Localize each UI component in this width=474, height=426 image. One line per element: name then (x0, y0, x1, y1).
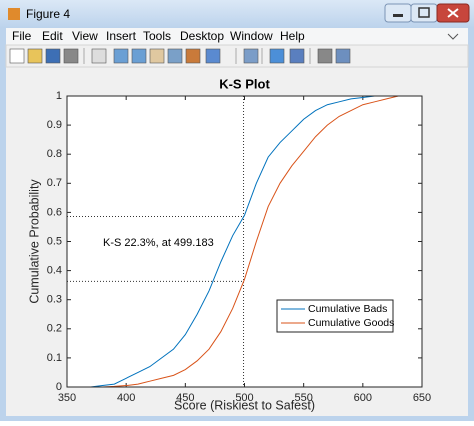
close-icon (447, 8, 459, 18)
y-tick-label: 0.8 (47, 148, 62, 160)
x-tick-label: 650 (413, 392, 431, 404)
y-tick-label: 0.1 (47, 352, 62, 364)
x-axis-label: Score (Riskiest to Safest) (174, 398, 315, 412)
y-tick-label: 0.4 (47, 265, 62, 277)
app-icon (8, 8, 20, 20)
toolbar-button[interactable] (27, 48, 43, 64)
x-tick-label: 400 (117, 392, 135, 404)
axes-background (67, 96, 422, 387)
minimize-icon (393, 14, 403, 17)
menu-item[interactable]: Help (280, 29, 305, 43)
menu-item[interactable]: File (12, 29, 32, 43)
y-tick-label: 0.2 (47, 323, 62, 335)
menu-arrow[interactable] (447, 33, 459, 40)
y-tick-label: 0.7 (47, 177, 62, 189)
x-tick-label: 350 (58, 392, 76, 404)
x-tick-label: 600 (354, 392, 372, 404)
menu-item[interactable]: View (72, 29, 98, 43)
toolbar-button[interactable] (113, 48, 129, 64)
minimize-button[interactable] (384, 3, 412, 23)
toolbar-button[interactable] (63, 48, 79, 64)
toolbar-button[interactable] (91, 48, 107, 64)
toolbar-button[interactable] (205, 48, 221, 64)
axes-box (66, 95, 423, 388)
menu-item[interactable]: Tools (143, 29, 171, 43)
maximize-icon (418, 7, 430, 18)
menu-bar (6, 28, 468, 45)
toolbar-button[interactable] (149, 48, 165, 64)
x-tick-label: 500 (235, 392, 253, 404)
menu-item[interactable]: Insert (106, 29, 137, 43)
toolbar-button[interactable] (9, 48, 25, 64)
series-line (90, 95, 411, 388)
toolbar-button[interactable] (167, 48, 183, 64)
maximize-button[interactable] (410, 3, 438, 23)
toolbar-icons (9, 48, 351, 64)
menu-item[interactable]: Window (230, 29, 273, 43)
legend-box (276, 299, 394, 333)
y-tick-label: 0.3 (47, 294, 62, 306)
y-tick-label: 0.5 (47, 235, 62, 247)
window-title: Figure 4 (26, 7, 70, 21)
toolbar-button[interactable] (289, 48, 305, 64)
y-axis-label: Cumulative Probability (27, 179, 41, 304)
menu-item[interactable]: Desktop (180, 29, 224, 43)
menu-item[interactable]: Edit (42, 29, 63, 43)
y-tick-label: 0 (56, 381, 62, 393)
toolbar-button[interactable] (243, 48, 259, 64)
y-tick-label: 0.6 (47, 206, 62, 218)
y-tick-label: 1 (56, 90, 62, 102)
toolbar-button[interactable] (317, 48, 333, 64)
toolbar-button[interactable] (335, 48, 351, 64)
legend-label: Cumulative Bads (308, 303, 387, 315)
toolbar-button[interactable] (269, 48, 285, 64)
y-tick-label: 0.9 (47, 119, 62, 131)
chart-title: K-S Plot (219, 76, 270, 91)
annotation: K-S 22.3%, at 499.183 (103, 237, 214, 249)
toolbar-button[interactable] (131, 48, 147, 64)
legend-label: Cumulative Goods (308, 317, 394, 329)
x-tick-label: 450 (176, 392, 194, 404)
toolbar-button[interactable] (45, 48, 61, 64)
toolbar-button[interactable] (185, 48, 201, 64)
x-tick-label: 550 (294, 392, 312, 404)
series-line (90, 95, 411, 388)
